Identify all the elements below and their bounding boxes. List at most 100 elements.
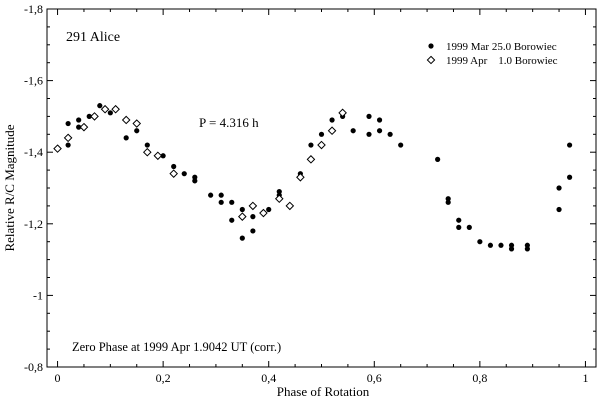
data-point-apr1 — [142, 147, 152, 157]
data-point-mar25 — [350, 128, 356, 134]
data-point-mar25 — [239, 206, 245, 213]
data-point-apr1 — [296, 172, 305, 182]
data-point-apr1 — [169, 169, 178, 178]
data-point-mar25 — [171, 163, 177, 170]
data-point-mar25 — [181, 171, 187, 177]
x-axis-label: Phase of Rotation — [277, 384, 370, 399]
chart-title: 291 Alice — [66, 30, 120, 45]
data-point-mar25 — [250, 228, 256, 234]
legend-marker-filled-circle — [428, 43, 434, 49]
legend-marker-diamond — [426, 55, 436, 65]
y-tick-label: -1,8 — [24, 2, 43, 16]
x-tick-label: 0,2 — [156, 371, 171, 385]
data-point-mar25 — [276, 188, 282, 195]
data-point-mar25 — [376, 128, 383, 134]
data-point-mar25 — [508, 246, 515, 252]
legend-marker-open-diamond — [426, 55, 436, 65]
x-tick-labels: 0 0,2 0,4 0,6 0,8 1 — [55, 371, 589, 385]
data-point-mar25 — [456, 217, 462, 223]
data-point-mar25 — [192, 178, 198, 184]
data-point-mar25 — [97, 103, 103, 109]
data-point-apr1 — [285, 201, 295, 211]
data-point-mar25 — [107, 110, 113, 116]
x-tick-label: 0,4 — [261, 371, 276, 385]
data-point-mar25 — [239, 235, 245, 241]
data-point-mar25 — [160, 153, 166, 159]
data-point-apr1 — [153, 151, 163, 161]
data-point-apr1 — [317, 140, 326, 150]
data-point-mar25 — [524, 242, 530, 248]
data-point-mar25 — [508, 242, 515, 248]
y-axis-label: Relative R/C Magnitude — [2, 124, 17, 251]
legend-marker-dot — [428, 43, 434, 49]
data-point-mar25 — [134, 128, 140, 134]
data-point-mar25 — [398, 142, 404, 148]
y-tick-labels: -1,8 -1,6 -1,4 -1,2 -1 -0,8 — [24, 2, 43, 374]
y-tick-label: -1,6 — [24, 74, 43, 88]
y-tick-label: -1,2 — [24, 217, 43, 231]
data-point-mar25 — [65, 120, 71, 127]
data-point-mar25 — [556, 185, 562, 191]
legend-label-mar25: 1999 Mar 25.0 Borowiec — [446, 41, 557, 53]
data-point-apr1 — [306, 155, 316, 164]
data-point-mar25 — [218, 199, 224, 205]
data-point-mar25 — [229, 199, 235, 205]
data-point-mar25 — [466, 224, 472, 230]
y-tick-label: -1,4 — [24, 145, 43, 159]
data-point-apr1 — [259, 208, 268, 218]
legend-label-apr1: 1999 Apr 1.0 Borowiec — [446, 55, 558, 67]
x-tick-label: 1 — [582, 371, 588, 385]
data-point-mar25 — [567, 174, 573, 180]
data-point-apr1 — [63, 133, 73, 143]
data-point-apr1 — [100, 104, 110, 114]
data-point-mar25 — [266, 206, 272, 213]
data-point-apr1 — [53, 144, 62, 153]
data-point-mar25 — [76, 117, 82, 123]
data-point-apr1 — [132, 119, 142, 128]
zero-phase-annotation: Zero Phase at 1999 Apr 1.9042 UT (corr.) — [72, 340, 281, 354]
data-point-mar25 — [456, 224, 462, 230]
data-point-apr1 — [238, 212, 247, 221]
data-point-mar25 — [123, 135, 129, 141]
data-point-apr1 — [90, 112, 99, 121]
x-tick-label: 0 — [55, 371, 61, 385]
x-tick-label: 0,6 — [367, 371, 382, 385]
y-tick-label: -1 — [33, 288, 43, 302]
data-point-apr1 — [338, 108, 347, 118]
data-point-mar25 — [567, 142, 573, 148]
data-point-mar25 — [86, 113, 92, 119]
data-point-mar25 — [144, 142, 150, 148]
data-point-mar25 — [329, 117, 335, 123]
axis-ticks — [47, 8, 596, 368]
period-annotation: P = 4.316 h — [199, 115, 259, 130]
data-point-mar25 — [376, 117, 383, 123]
data-point-mar25 — [318, 131, 325, 137]
data-point-mar25 — [65, 142, 71, 148]
data-point-mar25 — [445, 196, 451, 202]
data-point-mar25 — [445, 199, 451, 205]
data-point-mar25 — [366, 113, 372, 119]
data-points — [53, 103, 573, 252]
data-point-apr1 — [111, 104, 120, 114]
data-point-mar25 — [524, 246, 530, 252]
data-point-apr1 — [274, 194, 284, 204]
data-point-apr1 — [121, 115, 131, 125]
data-point-mar25 — [366, 131, 372, 137]
data-point-mar25 — [556, 206, 562, 213]
data-point-apr1 — [248, 201, 258, 211]
x-tick-label: 0,8 — [472, 371, 487, 385]
data-point-apr1 — [327, 126, 337, 136]
data-point-mar25 — [208, 192, 214, 198]
data-point-mar25 — [498, 242, 504, 248]
data-point-mar25 — [76, 124, 82, 130]
data-point-mar25 — [477, 239, 483, 245]
y-tick-label: -0,8 — [24, 360, 43, 374]
data-point-mar25 — [308, 142, 314, 148]
data-point-mar25 — [487, 242, 494, 248]
data-point-mar25 — [435, 156, 441, 162]
data-point-mar25 — [192, 174, 198, 180]
legend: 1999 Mar 25.0 Borowiec 1999 Apr 1.0 Boro… — [426, 41, 558, 67]
data-point-mar25 — [218, 192, 224, 198]
data-point-mar25 — [229, 217, 235, 223]
data-point-mar25 — [250, 214, 256, 220]
